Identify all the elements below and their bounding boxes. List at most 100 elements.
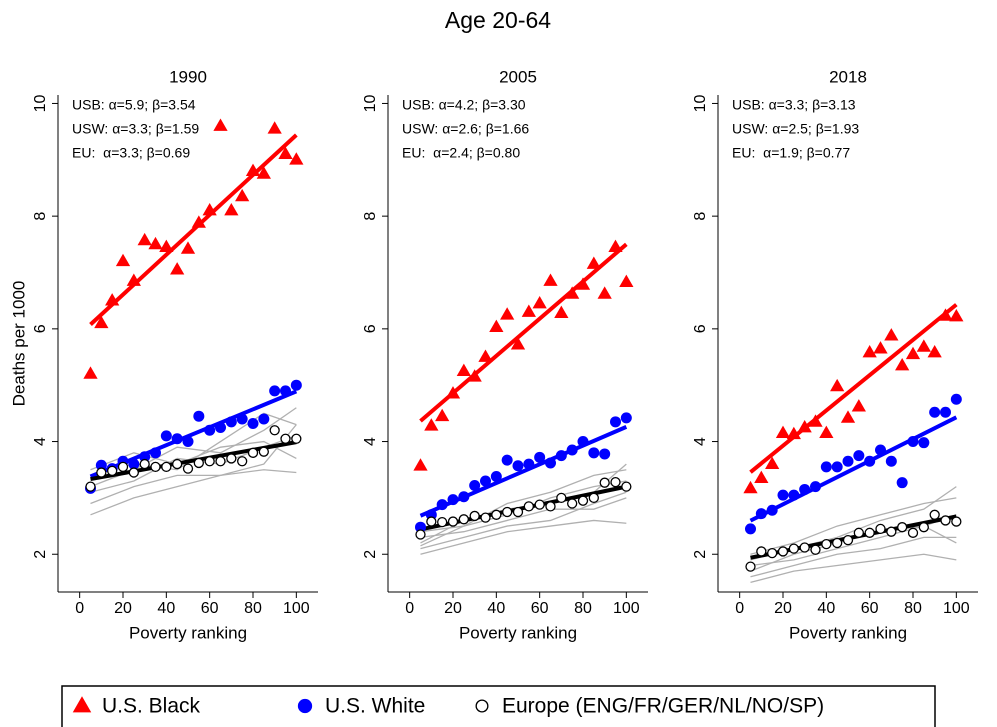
open-circle-marker [193,457,204,469]
open-circle-marker [204,456,215,467]
open-circle-marker [469,510,480,522]
circle-marker [907,436,919,448]
triangle-marker [840,410,856,423]
open-circle-marker [415,529,426,540]
fit-annotation: USW: α=2.5; β=1.93 [732,121,859,137]
triangle-marker [797,419,812,433]
circle-marker [831,461,843,473]
x-tick-label: 20 [114,600,132,617]
triangle-marker [235,188,250,202]
open-circle-marker [832,537,843,549]
open-circle-marker [523,501,534,512]
circle-marker [523,458,535,470]
y-tick-label: 6 [32,324,49,333]
x-tick-label: 40 [487,600,505,617]
circle-marker [215,421,226,433]
circle-marker [777,489,789,501]
triangle-marker [916,339,931,352]
open-circle-marker [875,523,886,535]
open-circle-marker [853,527,864,538]
country-line [90,469,297,505]
x-tick-label: 0 [735,600,744,617]
triangle-marker [467,369,482,382]
open-circle-marker [534,499,545,510]
x-tick-label: 60 [531,600,549,617]
x-tick-label: 60 [201,600,219,617]
circle-marker [280,385,291,397]
triangle-marker [586,256,601,269]
circle-marker [501,454,513,466]
circle-marker [820,461,832,473]
triangle-marker [72,696,92,713]
circle-marker [150,447,161,459]
circle-marker [204,424,216,436]
open-circle-marker [907,527,919,538]
fit-annotation: USB: α=5.9; β=3.54 [72,97,196,113]
triangle-marker [148,236,163,250]
circle-marker [853,450,865,462]
legend-label: U.S. Black [102,695,201,718]
circle-marker [193,410,205,422]
open-circle-marker [512,506,524,518]
country-line [420,469,627,533]
open-circle-marker [182,463,194,474]
triangle-marker [115,253,131,267]
triangle-marker [126,273,141,286]
open-circle-marker [426,516,437,527]
triangle-marker [510,337,526,350]
triangle-marker [267,121,282,134]
circle-marker [269,385,281,397]
circle-marker [929,406,941,418]
y-tick-label: 6 [692,324,709,333]
circle-marker [788,489,800,501]
open-circle-marker [150,461,161,473]
triangle-marker [170,262,185,275]
open-circle-marker [810,544,821,555]
y-tick-label: 10 [362,94,379,112]
circle-marker [545,457,556,469]
open-circle-marker [161,461,172,473]
circle-marker [918,437,930,449]
open-circle-marker [280,433,291,444]
open-circle-marker [577,495,589,506]
triangle-marker [597,286,612,299]
triangle-marker [245,163,261,176]
country-line [750,525,957,567]
triangle-marker [819,425,834,438]
fit-line [749,303,958,474]
open-circle-marker [475,699,489,713]
circle-marker [810,481,821,493]
country-line [420,497,627,538]
circle-marker [566,444,578,456]
triangle-marker [278,146,293,160]
open-circle-marker [886,526,897,537]
triangle-marker [608,239,623,253]
open-circle-marker [247,447,259,458]
panel-title: 1990 [169,67,207,86]
open-circle-marker [951,516,962,527]
x-tick-label: 80 [904,600,922,617]
circle-marker [297,698,313,714]
triangle-marker [413,458,428,471]
open-circle-marker [767,547,778,559]
triangle-marker [532,295,547,309]
country-line [420,519,627,555]
open-circle-marker [117,461,129,473]
open-circle-marker [599,477,610,488]
circle-marker [885,455,897,467]
country-line [90,424,297,516]
open-circle-marker [226,453,237,464]
x-axis-label: Poverty ranking [129,623,247,642]
triangle-marker [884,328,899,341]
open-circle-marker [799,542,810,553]
open-circle-marker [929,509,940,520]
open-circle-marker [491,509,502,520]
y-tick-label: 10 [32,94,49,112]
triangle-marker [489,319,504,333]
panel-title: 2005 [499,67,537,86]
triangle-marker [754,470,769,484]
legend-box [61,685,936,727]
circle-marker [95,459,107,471]
fit-annotation: EU: α=3.3; β=0.69 [72,145,190,161]
x-tick-label: 0 [75,600,84,617]
